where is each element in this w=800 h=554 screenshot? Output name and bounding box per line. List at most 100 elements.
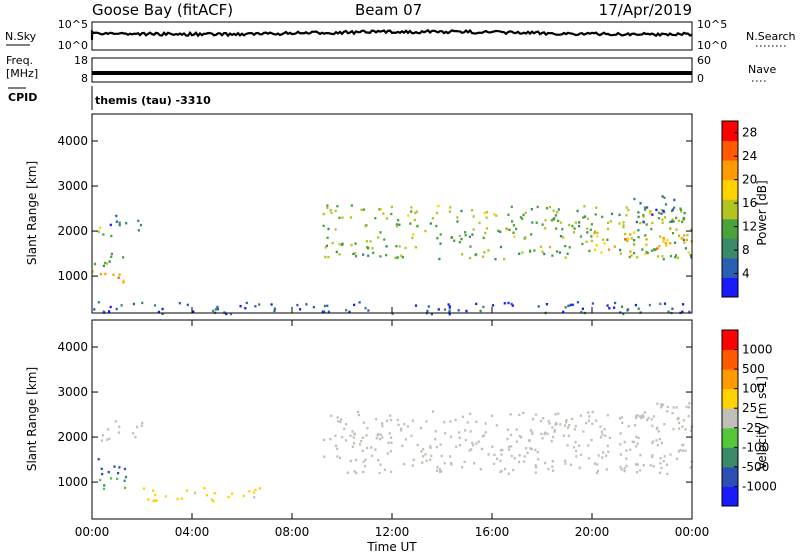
scatter-cell bbox=[357, 410, 360, 413]
scatter-cell bbox=[381, 424, 384, 428]
nsearch-label: N.Search bbox=[746, 30, 796, 43]
scatter-cell bbox=[349, 216, 353, 219]
scatter-cell bbox=[685, 238, 688, 242]
scatter-cell bbox=[487, 453, 490, 456]
scatter-cell bbox=[623, 232, 627, 236]
scatter-cell bbox=[499, 230, 502, 233]
scatter-cell bbox=[667, 310, 670, 313]
scatter-cell bbox=[381, 436, 384, 439]
scatter-cell bbox=[430, 454, 433, 458]
scatter-cell bbox=[152, 489, 155, 492]
scatter-cell bbox=[688, 402, 691, 405]
scatter-cell bbox=[637, 211, 640, 214]
scatter-cell bbox=[383, 238, 386, 241]
colorbar-tick-label: 12 bbox=[742, 220, 757, 234]
scatter-cell bbox=[461, 415, 465, 418]
scatter-cell bbox=[599, 425, 602, 428]
scatter-cell bbox=[645, 223, 648, 226]
scatter-cell bbox=[521, 251, 524, 254]
scatter-cell bbox=[248, 490, 251, 493]
scatter-cell bbox=[552, 469, 555, 472]
nsky-line bbox=[90, 28, 693, 40]
scatter-cell bbox=[690, 429, 693, 432]
freq-tick-bottom: 8 bbox=[81, 72, 88, 85]
scatter-cell bbox=[483, 211, 486, 215]
scatter-cell bbox=[460, 237, 463, 241]
scatter-cell bbox=[551, 465, 554, 468]
scatter-cell bbox=[635, 435, 638, 439]
scatter-cell bbox=[468, 449, 471, 452]
scatter-cell bbox=[651, 454, 654, 457]
scatter-cell bbox=[500, 469, 503, 473]
scatter-cell bbox=[385, 245, 388, 248]
scatter-cell bbox=[323, 304, 326, 308]
scatter-cell bbox=[602, 238, 605, 241]
scatter-cell bbox=[511, 220, 514, 223]
scatter-cell bbox=[587, 444, 590, 447]
scatter-cell bbox=[554, 214, 558, 217]
scatter-cell bbox=[642, 214, 645, 217]
scatter-cell bbox=[379, 255, 382, 258]
scatter-cell bbox=[605, 468, 608, 471]
scatter-cell bbox=[574, 425, 577, 428]
scatter-cell bbox=[323, 455, 326, 458]
scatter-cell bbox=[552, 435, 555, 439]
scatter-cell bbox=[510, 454, 513, 458]
scatter-cell bbox=[628, 255, 631, 259]
scatter-cell bbox=[472, 443, 475, 447]
scatter-cell bbox=[645, 243, 648, 246]
scatter-cell bbox=[619, 432, 622, 435]
scatter-cell bbox=[684, 449, 687, 452]
scatter-cell bbox=[572, 446, 576, 449]
scatter-cell bbox=[471, 441, 474, 445]
scatter-cell bbox=[637, 229, 640, 232]
scatter-cell bbox=[681, 449, 684, 452]
scatter-cell bbox=[192, 310, 195, 313]
scatter-cell bbox=[567, 434, 570, 437]
scatter-cell bbox=[536, 451, 539, 454]
scatter-cell bbox=[607, 248, 611, 251]
scatter-cell bbox=[438, 468, 441, 471]
scatter-cell bbox=[518, 252, 521, 255]
scatter-cell bbox=[122, 256, 125, 259]
scatter-cell bbox=[457, 309, 460, 312]
scatter-cell bbox=[630, 237, 633, 240]
scatter-cell bbox=[559, 423, 562, 426]
scatter-cell bbox=[439, 233, 442, 236]
colorbar-tick-label: 8 bbox=[742, 243, 750, 257]
scatter-cell bbox=[468, 235, 471, 238]
scatter-cell bbox=[424, 229, 427, 233]
scatter-cell bbox=[566, 444, 569, 447]
scatter-cell bbox=[453, 239, 456, 242]
scatter-cell bbox=[669, 227, 672, 230]
scatter-cell bbox=[355, 254, 358, 258]
scatter-cell bbox=[117, 471, 120, 475]
scatter-cell bbox=[508, 228, 511, 232]
scatter-cell bbox=[619, 417, 622, 420]
colorbar-swatch bbox=[722, 369, 738, 390]
colorbar-swatch bbox=[722, 388, 738, 409]
scatter-cell bbox=[555, 227, 558, 230]
scatter-cell bbox=[394, 256, 397, 260]
scatter-cell bbox=[601, 215, 604, 219]
scatter-cell bbox=[434, 438, 437, 441]
scatter-cell bbox=[641, 414, 644, 417]
scatter-cell bbox=[637, 215, 640, 219]
scatter-cell bbox=[364, 458, 367, 461]
scatter-cell bbox=[326, 304, 329, 307]
scatter-cell bbox=[544, 431, 547, 434]
scatter-cell bbox=[579, 235, 583, 238]
scatter-cell bbox=[322, 224, 325, 228]
scatter-cell bbox=[636, 442, 639, 445]
scatter-cell bbox=[591, 422, 594, 425]
y-tick-label: 2000 bbox=[57, 430, 88, 444]
scatter-cell bbox=[640, 415, 643, 418]
scatter-cell bbox=[660, 208, 663, 212]
scatter-cell bbox=[664, 242, 667, 245]
scatter-cell bbox=[627, 208, 630, 212]
scatter-cell bbox=[438, 470, 441, 474]
scatter-cell bbox=[435, 445, 438, 449]
scatter-cell bbox=[660, 441, 664, 445]
scatter-cell bbox=[497, 229, 500, 233]
scatter-cell bbox=[524, 236, 527, 239]
